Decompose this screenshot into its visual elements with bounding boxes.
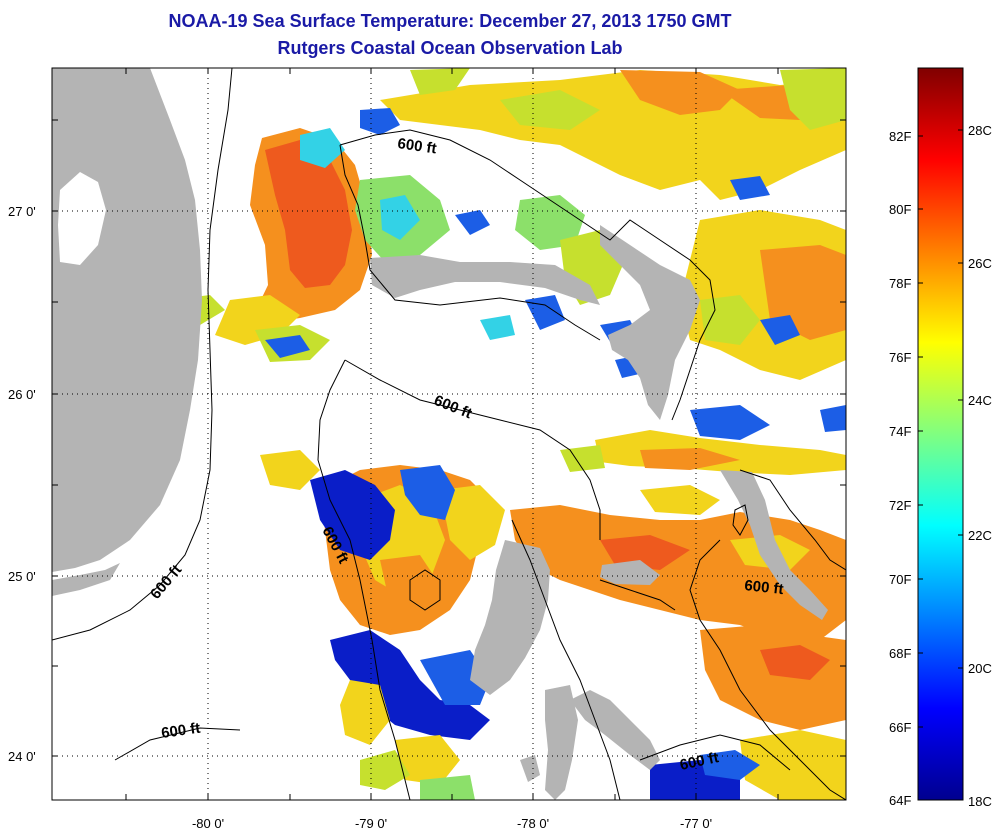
colorbar-c-label: 22C <box>968 528 992 543</box>
latitude-labels: 27 0' 26 0' 25 0' 24 0' <box>8 204 36 764</box>
andros-south <box>545 685 578 800</box>
colorbar-fahrenheit-labels: 82F 80F 78F 76F 74F 72F 70F 68F 66F 64F <box>889 129 911 808</box>
lat-label: 27 0' <box>8 204 36 219</box>
map-title: NOAA-19 Sea Surface Temperature: Decembe… <box>168 11 732 31</box>
map-frame <box>51 67 847 801</box>
map-subtitle: Rutgers Coastal Ocean Observation Lab <box>277 38 623 58</box>
lat-label: 25 0' <box>8 569 36 584</box>
lon-label: -78 0' <box>517 816 549 831</box>
colorbar-f-label: 66F <box>889 720 911 735</box>
colorbar-f-label: 76F <box>889 350 911 365</box>
florida-keys <box>52 563 120 596</box>
contour-label: 600 ft <box>396 135 437 157</box>
colorbar-f-label: 80F <box>889 202 911 217</box>
graticule <box>52 68 846 800</box>
colorbar-celsius-labels: 28C 26C 24C 22C 20C 18C <box>968 123 992 809</box>
contour-label: 600 ft <box>160 720 201 742</box>
lake-okeechobee <box>58 172 106 265</box>
sst-patches <box>170 68 846 800</box>
colorbar-f-label: 82F <box>889 129 911 144</box>
contour-label: 600 ft <box>744 577 785 598</box>
colorbar <box>917 67 964 801</box>
andros-island <box>470 540 550 695</box>
colorbar-ticks <box>918 129 963 728</box>
colorbar-f-label: 74F <box>889 424 911 439</box>
map-ticks <box>52 68 846 800</box>
colorbar-f-label: 68F <box>889 646 911 661</box>
abaco-island <box>600 225 700 420</box>
lon-label: -77 0' <box>680 816 712 831</box>
colorbar-c-label: 26C <box>968 256 992 271</box>
bathymetry-contours <box>52 68 846 800</box>
colorbar-c-label: 18C <box>968 794 992 809</box>
colorbar-f-label: 64F <box>889 793 911 808</box>
colorbar-f-label: 72F <box>889 498 911 513</box>
colorbar-f-label: 70F <box>889 572 911 587</box>
lon-label: -79 0' <box>355 816 387 831</box>
lon-label: -80 0' <box>192 816 224 831</box>
small-cay <box>520 755 540 782</box>
colorbar-c-label: 20C <box>968 661 992 676</box>
colorbar-f-label: 78F <box>889 276 911 291</box>
longitude-labels: -80 0' -79 0' -78 0' -77 0' <box>192 816 712 831</box>
grand-bahama-island <box>370 255 600 305</box>
lat-label: 26 0' <box>8 387 36 402</box>
exuma-island <box>570 690 660 770</box>
eleuthera-island <box>720 470 828 620</box>
colorbar-c-label: 24C <box>968 393 992 408</box>
new-providence-island <box>600 560 660 585</box>
colorbar-c-label: 28C <box>968 123 992 138</box>
lat-label: 24 0' <box>8 749 36 764</box>
